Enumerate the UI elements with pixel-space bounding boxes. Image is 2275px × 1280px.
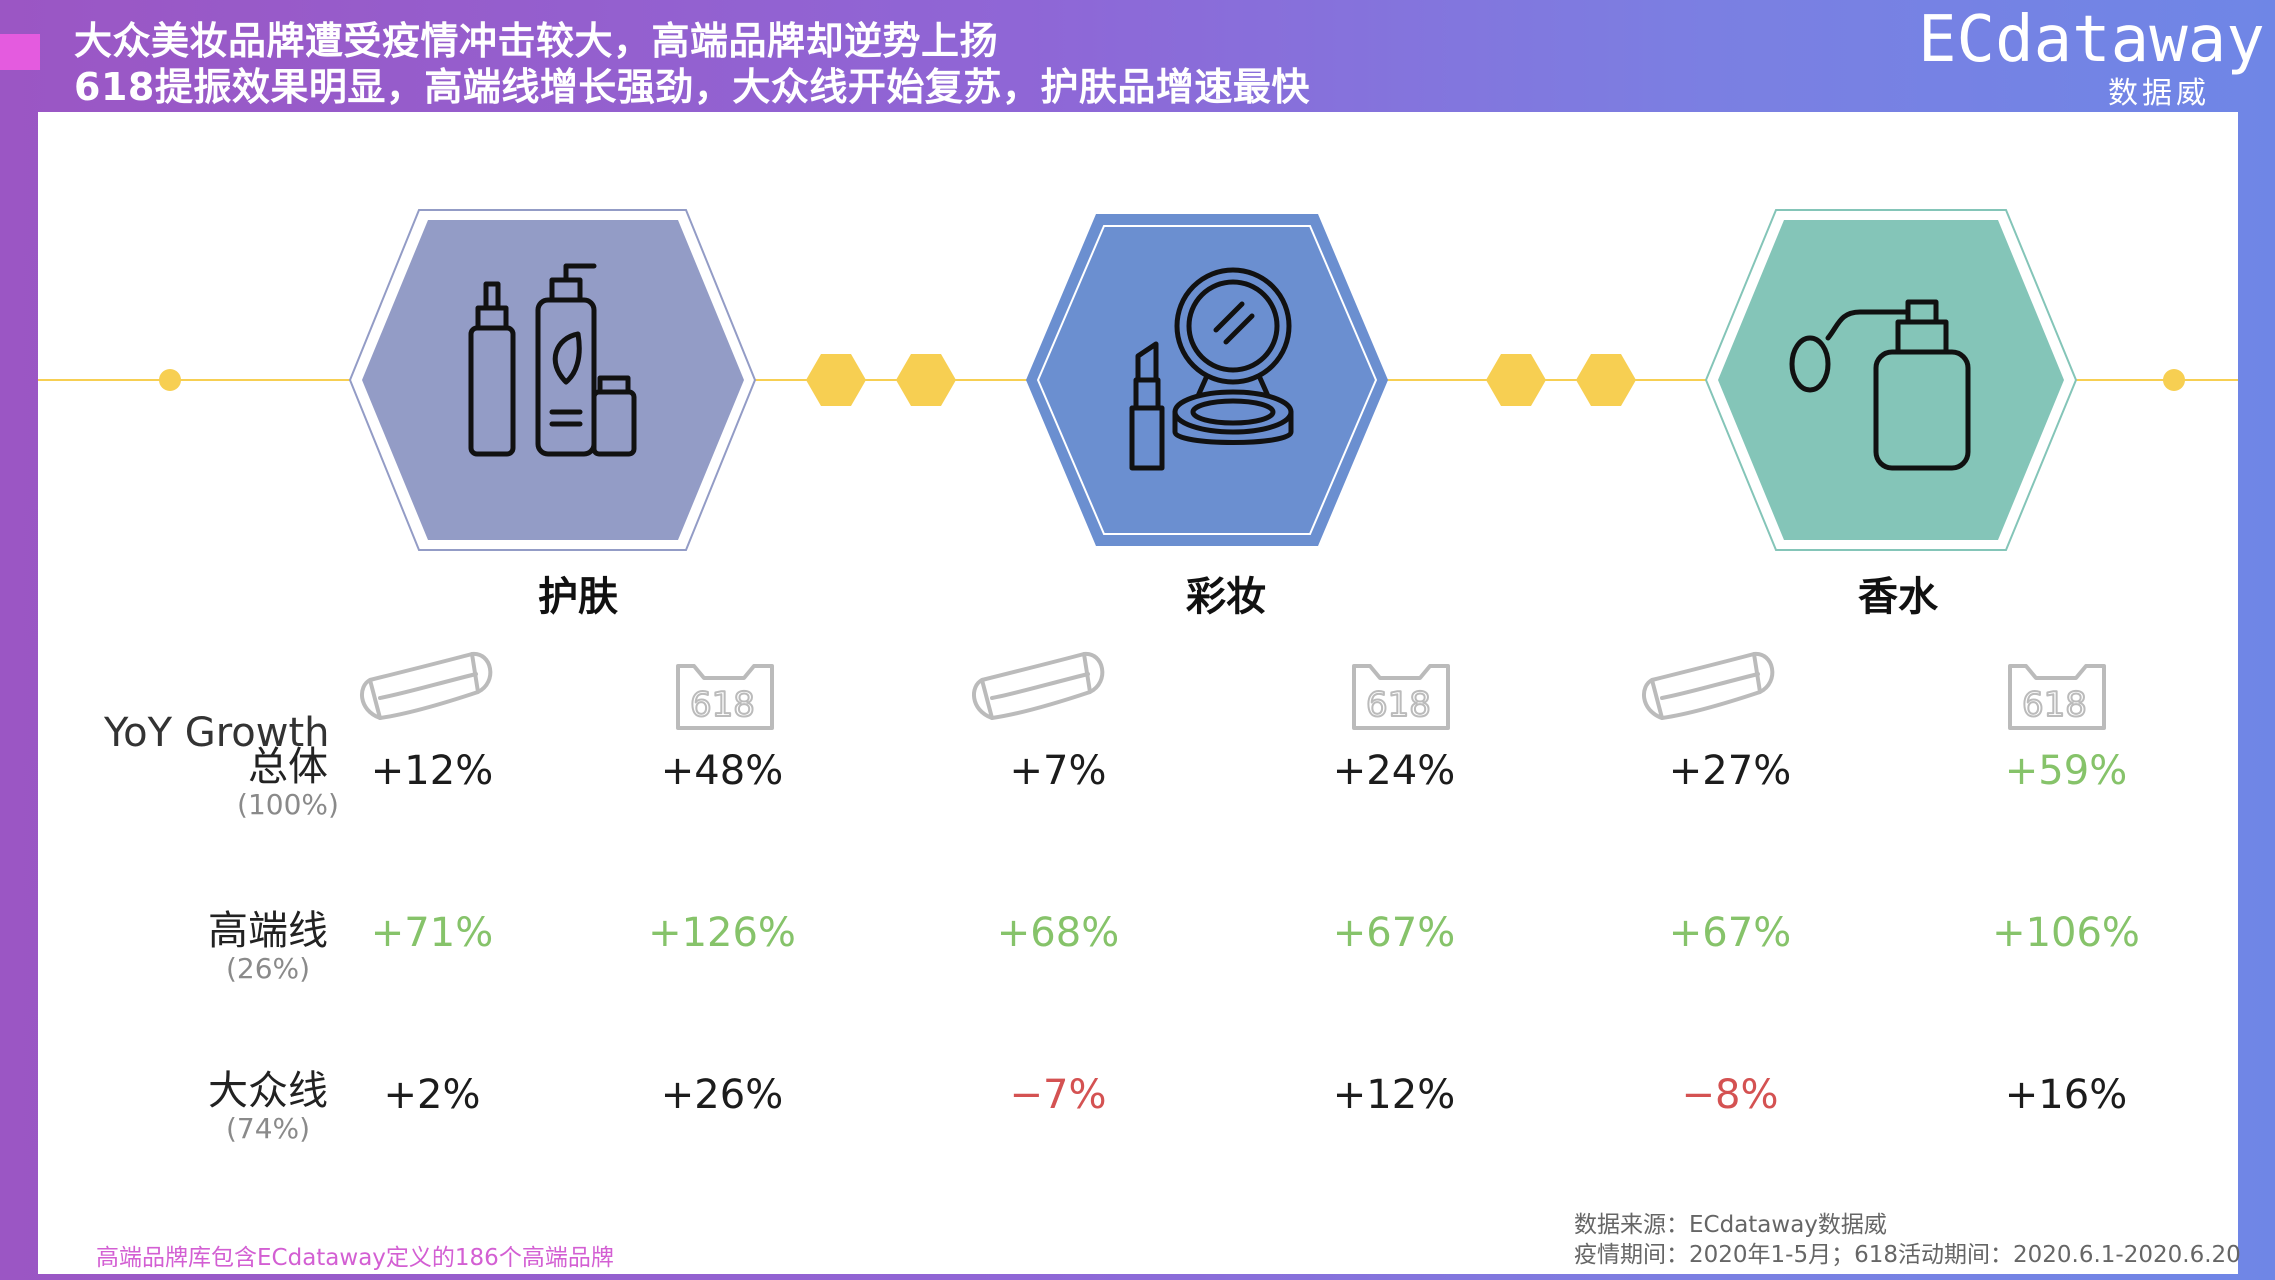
category-label-fragrance: 香水: [1858, 574, 1938, 620]
618-badge-icon: 618: [1352, 664, 1450, 730]
fragrance-hexagon: [1704, 209, 2078, 551]
connector-hex-1: [806, 354, 866, 406]
connector-hex-2: [896, 354, 956, 406]
face-mask-icon: [972, 651, 1105, 720]
value-cell: +106%: [1992, 910, 2140, 956]
row-share: (74%): [225, 1112, 311, 1145]
svg-text:618: 618: [690, 685, 755, 725]
value-cell: +67%: [1668, 910, 1792, 956]
value-cell: +48%: [660, 748, 784, 794]
title-line-1: 大众美妆品牌遭受疫情冲击较大，高端品牌却逆势上扬: [74, 19, 999, 63]
value-cell: +59%: [2004, 748, 2128, 794]
value-cell: +71%: [370, 910, 494, 956]
618-badge-icon: 618: [2008, 664, 2106, 730]
value-cell: +7%: [1009, 748, 1107, 794]
value-cell: +68%: [996, 910, 1120, 956]
value-cell: +12%: [1332, 1072, 1456, 1118]
logo-wordmark: ECdataway: [1918, 3, 2265, 77]
title-line-2: 618提振效果明显，高端线增长强劲，大众线开始复苏，护肤品增速最快: [74, 65, 1310, 109]
header-bar: 大众美妆品牌遭受疫情冲击较大，高端品牌却逆势上扬 618提振效果明显，高端线增长…: [0, 0, 2275, 112]
connector-hex-3: [1486, 354, 1546, 406]
value-cell: −7%: [1009, 1072, 1107, 1118]
value-cell: −8%: [1681, 1072, 1779, 1118]
svg-text:618: 618: [1366, 685, 1431, 725]
category-label-makeup: 彩妆: [1186, 574, 1266, 620]
footnote: 高端品牌库包含ECdataway定义的186个高端品牌: [96, 1245, 614, 1271]
row-name: 大众线: [208, 1068, 328, 1114]
connector-hex-4: [1576, 354, 1636, 406]
face-mask-icon: [360, 651, 493, 720]
accent-block: [0, 34, 40, 70]
skincare-hexagon: [348, 209, 757, 551]
period-icons: 618 618 618: [360, 651, 2106, 730]
value-cell: +24%: [1332, 748, 1456, 794]
row-name: 总体: [248, 744, 328, 790]
compact-lipstick-icon: [1129, 267, 1294, 471]
value-cell: +16%: [2004, 1072, 2128, 1118]
content-panel: 618 618 618 护肤 彩妆: [38, 112, 2238, 1274]
row-label-premium: 高端线 (26%): [178, 898, 358, 985]
connector-dot-right: [2163, 369, 2185, 391]
connector-dot-left: [159, 369, 181, 391]
value-cell: +12%: [370, 748, 494, 794]
row-share: (100%): [237, 788, 339, 821]
row-name: 高端线: [208, 908, 328, 954]
perfume-bottle-icon: [1789, 299, 1971, 471]
data-source: 数据来源：ECdataway数据威 疫情期间：2020年1-5月；618活动期间…: [1574, 1210, 2241, 1270]
618-badge-icon: 618: [676, 664, 774, 730]
value-cell: +2%: [383, 1072, 481, 1118]
yoy-growth-title: YoY Growth: [104, 710, 330, 756]
row-label-total: 总体 (100%): [198, 734, 378, 821]
source-line-2: 疫情期间：2020年1-5月；618活动期间：2020.6.1-2020.6.2…: [1574, 1242, 2241, 1268]
row-label-mass: 大众线 (74%): [178, 1058, 358, 1145]
source-line-1: 数据来源：ECdataway数据威: [1574, 1212, 1887, 1238]
value-cell: +67%: [1332, 910, 1456, 956]
value-cell: +27%: [1668, 748, 1792, 794]
skincare-bottles-icon: [468, 263, 637, 457]
face-mask-icon: [1642, 651, 1775, 720]
svg-text:618: 618: [2022, 685, 2087, 725]
category-diagram: 618 618 618: [38, 209, 2238, 730]
value-cell: +26%: [660, 1072, 784, 1118]
ecdataway-logo: ECdataway 数据威: [1918, 3, 2268, 111]
row-share: (26%): [225, 952, 311, 985]
logo-chinese: 数据威: [2108, 76, 2210, 111]
value-cell: +126%: [648, 910, 796, 956]
category-label-skincare: 护肤: [538, 574, 618, 620]
